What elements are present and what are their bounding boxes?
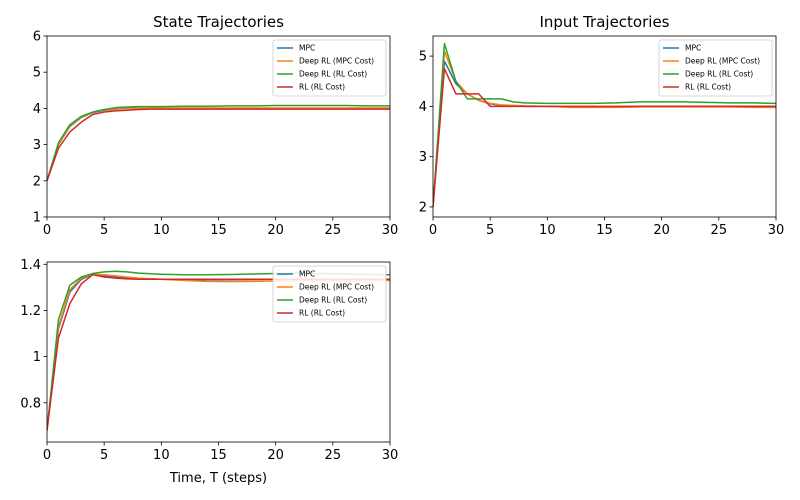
y-tick-label: 2 — [419, 200, 427, 215]
legend-entry: RL (RL Cost) — [685, 83, 731, 92]
y-tick-label: 4 — [419, 100, 427, 115]
x-axis-label: Time, T (steps) — [169, 471, 267, 486]
x-tick-label: 10 — [153, 448, 170, 463]
x-tick-label: 20 — [267, 223, 284, 238]
legend-box — [658, 39, 773, 97]
legend-entry: RL (RL Cost) — [299, 309, 345, 318]
legend-entry: MPC — [299, 270, 315, 279]
legend: MPC Deep RL (MPC Cost) Deep RL (RL Cost) RL… — [658, 39, 773, 97]
y-tick-label: 0.8 — [20, 396, 41, 411]
x-tick-label: 5 — [100, 223, 108, 238]
series-line-4 — [47, 108, 390, 182]
legend-entry: Deep RL (MPC Cost) — [299, 283, 374, 292]
legend-entry: Deep RL (RL Cost) — [299, 296, 367, 305]
chart-title: State Trajectories — [153, 13, 284, 31]
series-line-1 — [47, 107, 390, 182]
x-tick-label: 25 — [325, 223, 342, 238]
x-tick-label: 20 — [653, 223, 670, 238]
x-tick-label: 20 — [267, 448, 284, 463]
y-tick-label: 1.2 — [20, 304, 41, 319]
series-line-2 — [47, 107, 390, 182]
legend-entry: MPC — [299, 44, 315, 53]
series-lines — [433, 42, 776, 208]
legend-entry: MPC — [685, 44, 701, 53]
legend-entry: RL (RL Cost) — [299, 83, 345, 92]
x-tick-label: 25 — [711, 223, 728, 238]
series-lines — [47, 104, 390, 182]
legend-entry: Deep RL (MPC Cost) — [685, 57, 760, 66]
x-tick-label: 30 — [768, 223, 785, 238]
series-line-3 — [433, 42, 776, 207]
y-tick-label: 4 — [33, 102, 41, 117]
y-tick-label: 2 — [33, 174, 41, 189]
y-tick-label: 6 — [33, 30, 41, 45]
x-tick-label: 25 — [325, 448, 342, 463]
y-tick-label: 5 — [33, 66, 41, 81]
y-tick-label: 5 — [419, 50, 427, 65]
x-tick-label: 0 — [43, 448, 51, 463]
x-tick-label: 0 — [43, 223, 51, 238]
x-tick-label: 5 — [100, 448, 108, 463]
x-tick-label: 10 — [539, 223, 556, 238]
subplot-1: 0 5 10 15 20 25 30 1 2 3 4 5 6 State Trajectories MPC D… — [33, 13, 399, 238]
legend-box — [272, 265, 387, 323]
y-tick-label: 3 — [33, 138, 41, 153]
legend: MPC Deep RL (MPC Cost) Deep RL (RL Cost) RL… — [272, 39, 387, 97]
subplot-2: 0 5 10 15 20 25 30 2 3 4 5 Input Trajectories MPC Dee… — [419, 13, 785, 238]
y-tick-label: 1 — [33, 350, 41, 365]
x-tick-label: 10 — [153, 223, 170, 238]
x-tick-label: 15 — [210, 223, 227, 238]
legend-box — [272, 39, 387, 97]
series-line-3 — [47, 104, 390, 182]
x-tick-label: 15 — [210, 448, 227, 463]
legend-entry: Deep RL (RL Cost) — [299, 70, 367, 79]
y-tick-label: 3 — [419, 150, 427, 165]
x-tick-label: 5 — [486, 223, 494, 238]
x-tick-label: 30 — [382, 448, 399, 463]
x-tick-label: 0 — [429, 223, 437, 238]
subplot-3: 0 5 10 15 20 25 30 0.8 1 1.2 1.4 Time, T (steps) MPC… — [20, 258, 398, 486]
series-line-4 — [433, 67, 776, 208]
legend-entry: Deep RL (MPC Cost) — [299, 57, 374, 66]
legend-entry: Deep RL (RL Cost) — [685, 70, 753, 79]
y-tick-label: 1 — [33, 211, 41, 226]
chart-title: Input Trajectories — [539, 13, 669, 31]
x-tick-label: 30 — [382, 223, 399, 238]
legend: MPC Deep RL (MPC Cost) Deep RL (RL Cost) RL… — [272, 265, 387, 323]
y-tick-label: 1.4 — [20, 258, 41, 273]
x-tick-label: 15 — [596, 223, 613, 238]
